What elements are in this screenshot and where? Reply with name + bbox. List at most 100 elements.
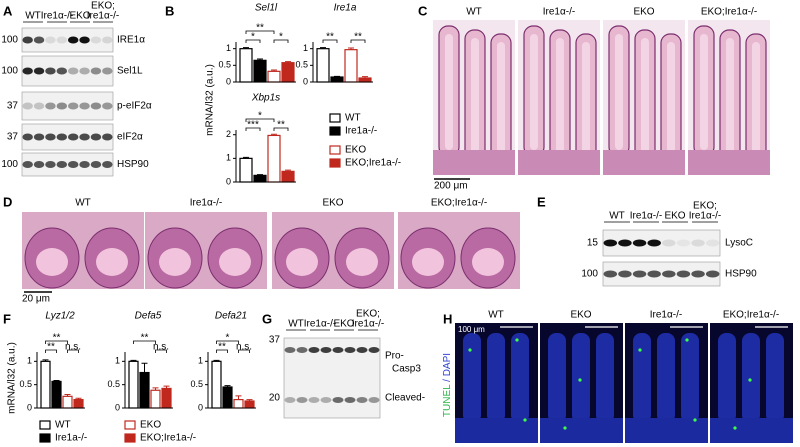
blot-band [56,36,68,44]
blot-band [33,161,45,168]
blot-band [284,347,296,353]
blot-band [45,161,56,168]
stain-label: TUNEL / DAPI [442,353,453,417]
error-bar [213,359,220,362]
blot-label: Pro- [385,351,404,362]
blot-band [691,270,705,278]
y-tick-label: 0 [115,402,120,412]
sig-bracket [273,127,289,131]
histology-image [145,212,267,289]
blot-band [67,36,79,44]
villus-core [582,42,590,158]
image-header: EKO [322,198,343,209]
villus-core [471,38,479,154]
legend-label: EKO;Ire1a-/- [345,158,401,169]
crypt-layer [688,150,770,175]
image-header: Ire1α-/- [190,198,222,209]
image-header: EKO;Ire1α-/- [723,310,779,321]
lane-header: Ire1α-/- [41,11,73,22]
fluorescence-image [455,323,538,443]
blot-band [45,36,56,44]
villus-core [752,42,760,158]
image-header: EKO [570,310,591,321]
paneth-granules [36,248,68,276]
sig-label: ** [326,32,334,43]
scale-label: 100 μm [458,325,485,334]
villus [718,333,736,423]
blot-label: HSP90 [725,269,757,280]
villus-core [497,42,505,158]
blot-strip [21,91,114,121]
error-bar [75,397,82,400]
villus-core [726,38,734,154]
blot-band [368,347,380,353]
sig-label: ** [218,342,226,353]
error-bar [257,58,263,61]
legend-swatch [329,126,341,136]
crypt-layer [603,150,685,175]
mw-marker: 20 [269,393,281,404]
blot-band [344,397,356,403]
error-bar [246,399,253,401]
error-bar [130,359,137,362]
lane-header: Ire1α-/- [352,319,384,330]
bar [128,360,139,409]
y-tick-label: 0 [27,402,32,412]
legend-label: EKO [345,145,366,156]
sig-label: * [226,333,230,344]
legend-label: Ire1a-/- [55,433,87,444]
lane-header: Ire1α-/- [87,11,119,22]
panel-label: D [3,194,12,209]
crypt-layer [710,418,793,443]
sig-label: ** [256,23,264,34]
stain-dapi: / DAPI [442,353,453,382]
villus-core [641,38,649,154]
paneth-granules [219,248,251,276]
image-header: WT [75,198,91,209]
villus-core [667,42,675,158]
error-bar [42,359,49,362]
bar [239,48,253,83]
stain-tunel: TUNEL [442,384,453,417]
blot-band [308,397,320,403]
bar [281,62,295,83]
blot-band [368,397,380,403]
paneth-granules [159,248,191,276]
sig-label: n.s. [236,342,252,353]
blot-band [102,67,113,75]
blot-band [79,133,90,141]
villus [633,333,651,423]
legend-swatch [329,145,341,155]
blot-band [90,102,102,110]
sig-label: ** [354,32,362,43]
blot-band [90,67,102,75]
error-bar [271,69,277,72]
blot-band [22,161,33,168]
chart-title: Xbp1s [251,93,280,104]
sig-bracket [350,39,366,43]
bar [73,399,84,409]
y-tick-label: 1 [27,356,32,366]
blot-band [67,102,79,110]
blot-band [67,67,79,75]
blot-band [332,347,344,353]
blot-band [676,239,691,247]
sig-label: n.s. [65,342,81,353]
error-bar [64,393,71,397]
sig-label: * [251,32,255,43]
blot-band [90,133,102,141]
bar [211,360,222,409]
crypt-layer [433,150,515,175]
sig-label: *** [247,120,259,131]
sig-bracket [245,39,261,43]
panel-label: F [3,311,11,326]
paneth-granules [346,248,378,276]
blot-band [102,36,113,44]
error-bar [152,387,159,391]
villus-core [700,34,708,150]
y-tick-label: 0.5 [19,379,32,389]
blot-band [56,133,68,141]
lane-header: EKO [69,11,90,22]
blot-label: eIF2α [117,132,143,143]
bar [244,400,255,409]
